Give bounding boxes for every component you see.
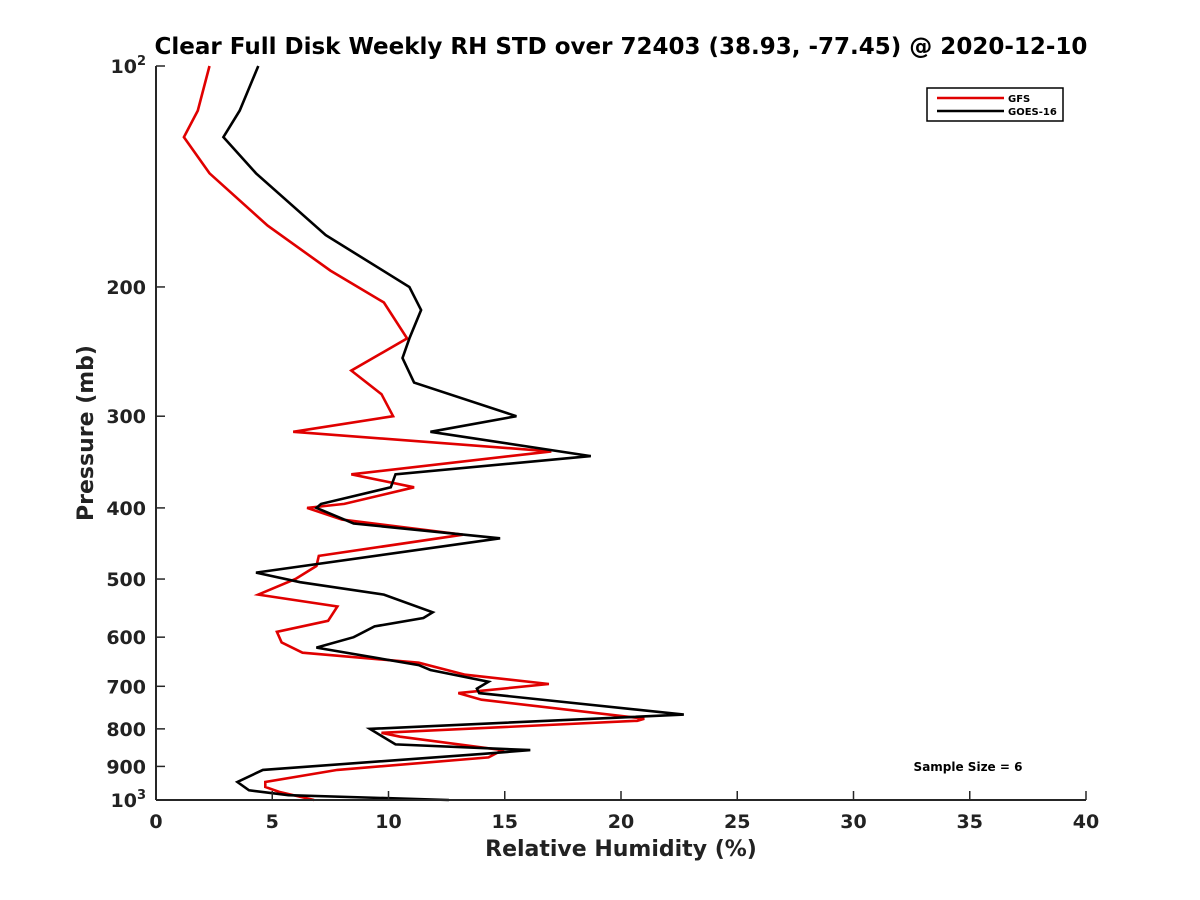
y-tick-label: 400 <box>106 498 146 520</box>
y-tick-label: 200 <box>106 277 146 299</box>
x-tick-label: 35 <box>957 811 983 833</box>
y-tick-label: 900 <box>106 756 146 778</box>
x-tick-label: 25 <box>724 811 750 833</box>
sample-size-annotation: Sample Size = 6 <box>914 760 1023 774</box>
legend-label: GOES-16 <box>1008 107 1057 118</box>
y-tick-label: 600 <box>106 627 146 649</box>
x-tick-label: 5 <box>266 811 279 833</box>
plot-area <box>155 65 1086 802</box>
y-tick-label: 102 <box>111 54 147 78</box>
x-tick-label: 0 <box>149 811 162 833</box>
y-tick-label: 103 <box>111 788 147 812</box>
legend-box <box>926 87 1064 122</box>
x-tick-label: 30 <box>840 811 866 833</box>
y-tick-label: 800 <box>106 719 146 741</box>
series-line-goes-16 <box>221 65 684 802</box>
x-axis-ticks: 0 5 10 15 20 25 30 35 40 <box>149 791 1099 833</box>
y-tick-label: 500 <box>106 569 146 591</box>
legend-label: GFS <box>1008 94 1030 105</box>
y-tick-label: 300 <box>106 406 146 428</box>
y-tick-label: 700 <box>106 676 146 698</box>
legend: GFS GOES-16 <box>926 87 1064 122</box>
y-axis-ticks: 102 200 300 400 500 600 700 800 900 103 <box>106 54 165 812</box>
x-tick-label: 10 <box>375 811 401 833</box>
series-line-gfs <box>182 65 645 802</box>
x-axis-label: Relative Humidity (%) <box>485 837 757 862</box>
y-axis-label: Pressure (mb) <box>74 345 99 521</box>
x-tick-label: 20 <box>608 811 634 833</box>
chart-title: Clear Full Disk Weekly RH STD over 72403… <box>155 34 1088 60</box>
x-tick-label: 40 <box>1073 811 1099 833</box>
x-tick-label: 15 <box>492 811 518 833</box>
